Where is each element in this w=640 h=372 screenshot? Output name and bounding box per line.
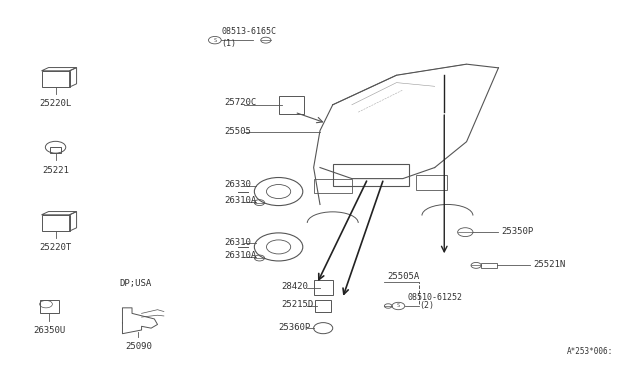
Text: 26310A: 26310A xyxy=(225,251,257,260)
Text: 08510-61252: 08510-61252 xyxy=(408,293,463,302)
Bar xyxy=(40,301,59,313)
Text: S: S xyxy=(213,38,216,43)
Text: 25360P: 25360P xyxy=(278,323,311,331)
Text: 25220T: 25220T xyxy=(40,243,72,252)
Text: 25505A: 25505A xyxy=(387,272,419,281)
Bar xyxy=(314,280,333,295)
Text: 26310: 26310 xyxy=(225,238,252,247)
Text: S: S xyxy=(397,304,400,308)
Text: (1): (1) xyxy=(221,39,236,48)
Text: 25215D: 25215D xyxy=(282,300,314,310)
Bar xyxy=(415,175,447,190)
Text: 25220L: 25220L xyxy=(40,99,72,108)
Bar xyxy=(314,179,352,193)
Text: 28420: 28420 xyxy=(282,282,308,291)
Text: 26330: 26330 xyxy=(225,180,252,189)
Text: 08513-6165C: 08513-6165C xyxy=(221,28,276,36)
Text: 25505: 25505 xyxy=(225,127,252,136)
Bar xyxy=(278,96,304,114)
Bar xyxy=(481,263,497,268)
Text: 25221: 25221 xyxy=(42,166,69,175)
Bar xyxy=(316,301,331,311)
Text: 25720C: 25720C xyxy=(225,99,257,108)
Text: 26350U: 26350U xyxy=(33,326,65,335)
Bar xyxy=(51,147,61,153)
Bar xyxy=(333,164,409,186)
Text: 25521N: 25521N xyxy=(534,260,566,269)
Text: 26310A: 26310A xyxy=(225,196,257,205)
Text: (2): (2) xyxy=(419,301,434,310)
Text: A*253*006:: A*253*006: xyxy=(567,347,613,356)
Text: DP;USA: DP;USA xyxy=(119,279,152,288)
Text: 25090: 25090 xyxy=(125,342,152,351)
Text: 25350P: 25350P xyxy=(502,227,534,235)
